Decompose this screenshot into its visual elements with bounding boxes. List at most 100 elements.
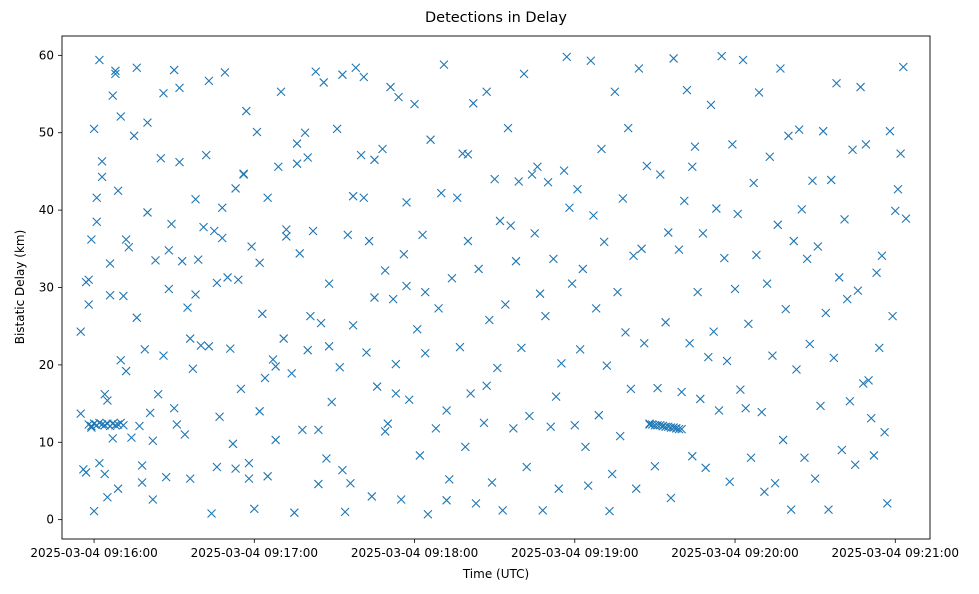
data-point xyxy=(522,462,532,472)
data-point xyxy=(848,145,857,155)
data-point xyxy=(113,484,123,494)
data-point xyxy=(86,235,96,244)
data-point xyxy=(338,465,347,475)
data-point xyxy=(642,161,652,171)
data-point xyxy=(869,451,879,460)
data-point xyxy=(714,406,724,415)
data-point xyxy=(746,453,756,463)
data-point xyxy=(722,356,732,366)
data-point xyxy=(396,495,406,504)
data-point xyxy=(661,317,670,327)
data-point xyxy=(348,321,358,330)
data-point xyxy=(533,162,542,172)
data-point xyxy=(297,425,307,435)
data-point xyxy=(370,293,379,302)
data-point xyxy=(669,54,678,63)
data-point xyxy=(845,396,855,406)
data-point xyxy=(217,203,227,213)
data-point xyxy=(818,126,828,136)
data-point xyxy=(784,131,793,141)
data-point xyxy=(460,442,470,452)
data-point xyxy=(420,348,430,358)
data-point xyxy=(621,327,630,337)
data-point xyxy=(324,279,334,289)
data-point xyxy=(292,139,302,148)
data-point xyxy=(444,475,454,484)
data-point xyxy=(757,407,767,417)
data-point xyxy=(338,70,347,80)
data-point xyxy=(434,304,443,313)
data-point xyxy=(129,131,139,141)
data-point xyxy=(420,287,430,297)
data-point xyxy=(132,313,142,323)
data-point xyxy=(842,294,852,304)
data-point xyxy=(327,397,337,407)
data-point xyxy=(100,469,110,479)
data-point xyxy=(727,139,737,149)
data-point xyxy=(105,290,115,300)
data-point xyxy=(719,253,729,263)
data-point xyxy=(626,384,636,394)
x-axis: 2025-03-04 09:16:00 2025-03-04 09:17:00 20… xyxy=(30,539,959,560)
data-point xyxy=(426,135,435,145)
data-point xyxy=(276,87,286,97)
data-point xyxy=(861,139,871,149)
data-point xyxy=(212,462,222,472)
data-point xyxy=(108,91,118,100)
data-point xyxy=(666,493,676,503)
data-point xyxy=(271,435,281,445)
data-point xyxy=(554,484,564,494)
x-tick-label: 2025-03-04 09:21:00 xyxy=(832,546,959,560)
data-point xyxy=(436,188,446,198)
data-point xyxy=(693,287,703,297)
data-point xyxy=(220,67,230,77)
data-point xyxy=(882,499,892,508)
data-point xyxy=(383,419,393,429)
data-point xyxy=(148,436,158,446)
data-point xyxy=(124,242,134,252)
data-point xyxy=(549,254,558,264)
data-point xyxy=(314,425,323,435)
data-point xyxy=(530,228,540,238)
data-point xyxy=(249,504,259,514)
data-point xyxy=(92,217,102,227)
data-point xyxy=(164,245,174,255)
data-point xyxy=(829,353,839,363)
data-point xyxy=(439,60,449,70)
data-point xyxy=(586,56,596,66)
data-point xyxy=(482,87,492,97)
data-point xyxy=(781,304,791,314)
data-point xyxy=(754,88,764,97)
data-point xyxy=(132,63,142,73)
data-point xyxy=(180,430,190,439)
data-point xyxy=(896,149,906,159)
data-point xyxy=(209,226,219,236)
data-point xyxy=(711,204,721,213)
data-point xyxy=(888,311,897,321)
data-point xyxy=(303,345,313,355)
data-point xyxy=(311,67,321,76)
data-point xyxy=(578,264,588,274)
data-point xyxy=(175,157,184,167)
data-point xyxy=(800,453,809,463)
data-point xyxy=(346,478,355,488)
data-point xyxy=(752,250,761,260)
data-point xyxy=(880,427,889,437)
data-point xyxy=(743,319,753,329)
data-point xyxy=(177,256,187,266)
data-point xyxy=(589,211,598,220)
data-point xyxy=(191,194,200,204)
data-point xyxy=(597,144,606,154)
data-point xyxy=(602,361,612,371)
data-point xyxy=(153,389,163,399)
data-point xyxy=(223,273,232,282)
data-point xyxy=(303,153,313,162)
data-point xyxy=(175,83,184,93)
data-point xyxy=(380,427,390,436)
y-axis-label: Bistatic Delay (km) xyxy=(13,230,27,345)
y-tick-label: 0 xyxy=(46,513,54,527)
data-point xyxy=(356,150,366,160)
data-point xyxy=(143,118,152,128)
data-point xyxy=(484,315,494,325)
